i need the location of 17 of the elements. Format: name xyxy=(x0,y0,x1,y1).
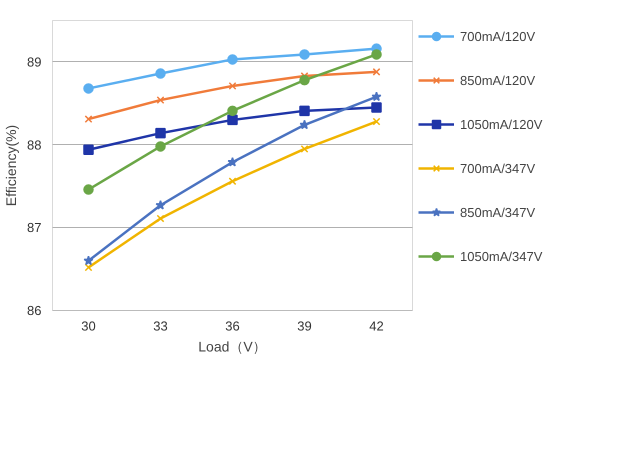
x-tick-label: 36 xyxy=(225,318,240,334)
y-tick-label: 89 xyxy=(27,54,42,70)
x-tick-label: 30 xyxy=(81,318,96,334)
x-axis-title: Load（V） xyxy=(198,338,267,354)
legend-label: 700mA/120V xyxy=(460,28,536,44)
x-tick-label: 33 xyxy=(153,318,168,334)
x-tick-label: 42 xyxy=(369,318,384,334)
y-tick-label: 87 xyxy=(27,220,42,236)
y-axis-title: Efficiency(%) xyxy=(3,124,20,206)
legend-label: 1050mA/120V xyxy=(460,116,542,132)
y-tick-label: 86 xyxy=(27,303,42,318)
legend-label: 850mA/347V xyxy=(460,204,536,220)
legend-label: 700mA/347V xyxy=(460,160,536,176)
x-tick-label: 39 xyxy=(297,318,312,334)
legend-label: 1050mA/347V xyxy=(460,248,542,264)
y-tick-label: 88 xyxy=(27,137,42,152)
legend-label: 850mA/120V xyxy=(460,72,536,88)
